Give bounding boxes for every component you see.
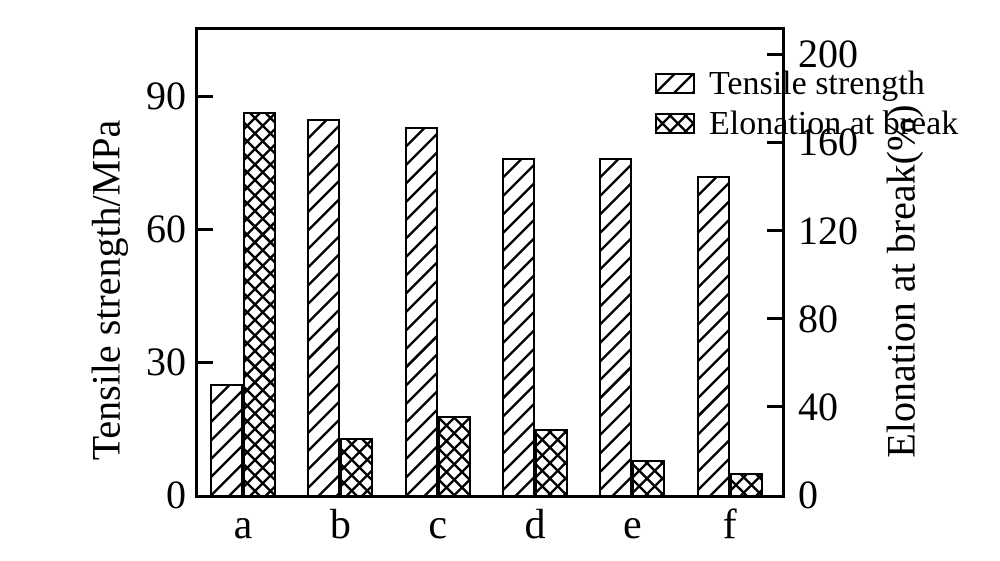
left-axis-tick-label: 60 [146,206,186,252]
bar-tensile-e [599,158,633,495]
plot-area: Tensile strength Elonation at break [195,27,958,498]
right-axis-tick-label: 200 [798,31,858,77]
x-axis-category-label-e: e [623,502,642,548]
right-axis-tickmark [767,140,782,144]
left-axis-tickmark [198,360,213,364]
bar-tensile-b [307,118,341,495]
right-axis-tickmark [767,52,782,56]
plot-inner-area [198,30,782,495]
bar-elongation-f [729,472,763,495]
legend-item-elongation-at-break: Elonation at break [655,105,959,142]
right-axis-tickmark [767,405,782,409]
legend: Tensile strength Elonation at break [655,65,959,142]
bar-tensile-c [404,127,438,495]
legend-item-tensile-strength: Tensile strength [655,65,958,102]
cross-hatch-swatch-icon [655,113,695,134]
legend-label-tensile-strength: Tensile strength [709,65,925,102]
x-axis-category-label-f: f [722,502,737,548]
x-axis-category-label-a: a [233,502,253,548]
x-axis-category-label-c: c [428,502,447,548]
left-axis-tick-label: 0 [166,472,186,517]
left-axis-tick-label: 30 [146,339,186,385]
bar-elongation-a [243,111,276,495]
left-axis-tickmark [198,227,213,231]
right-axis-tick-label: 80 [798,295,838,341]
diagonal-hatch-swatch-icon [655,73,695,94]
bar-tensile-d [502,158,535,495]
bar-elongation-e [632,459,666,495]
bar-elongation-c [437,415,471,495]
bar-elongation-d [535,428,568,495]
bar-tensile-f [696,176,730,495]
right-axis-tick-label: 40 [798,383,838,429]
left-axis-title: Tensile strength/MPa [83,119,129,461]
bar-tensile-a [210,384,243,495]
left-axis-tick-label: 90 [146,73,186,119]
left-axis-tickmark [198,94,213,98]
legend-label-elongation-at-break: Elonation at break [709,105,959,142]
x-axis-category-label-d: d [524,502,546,548]
right-axis-tickmark [767,317,782,321]
right-axis-tickmark [767,229,782,233]
right-axis-tick-label: 120 [798,207,858,253]
x-axis-category-label-b: b [329,502,351,548]
right-axis-tick-label: 0 [798,472,818,517]
bar-elongation-b [340,437,374,495]
right-axis-tick-label: 160 [798,119,858,165]
